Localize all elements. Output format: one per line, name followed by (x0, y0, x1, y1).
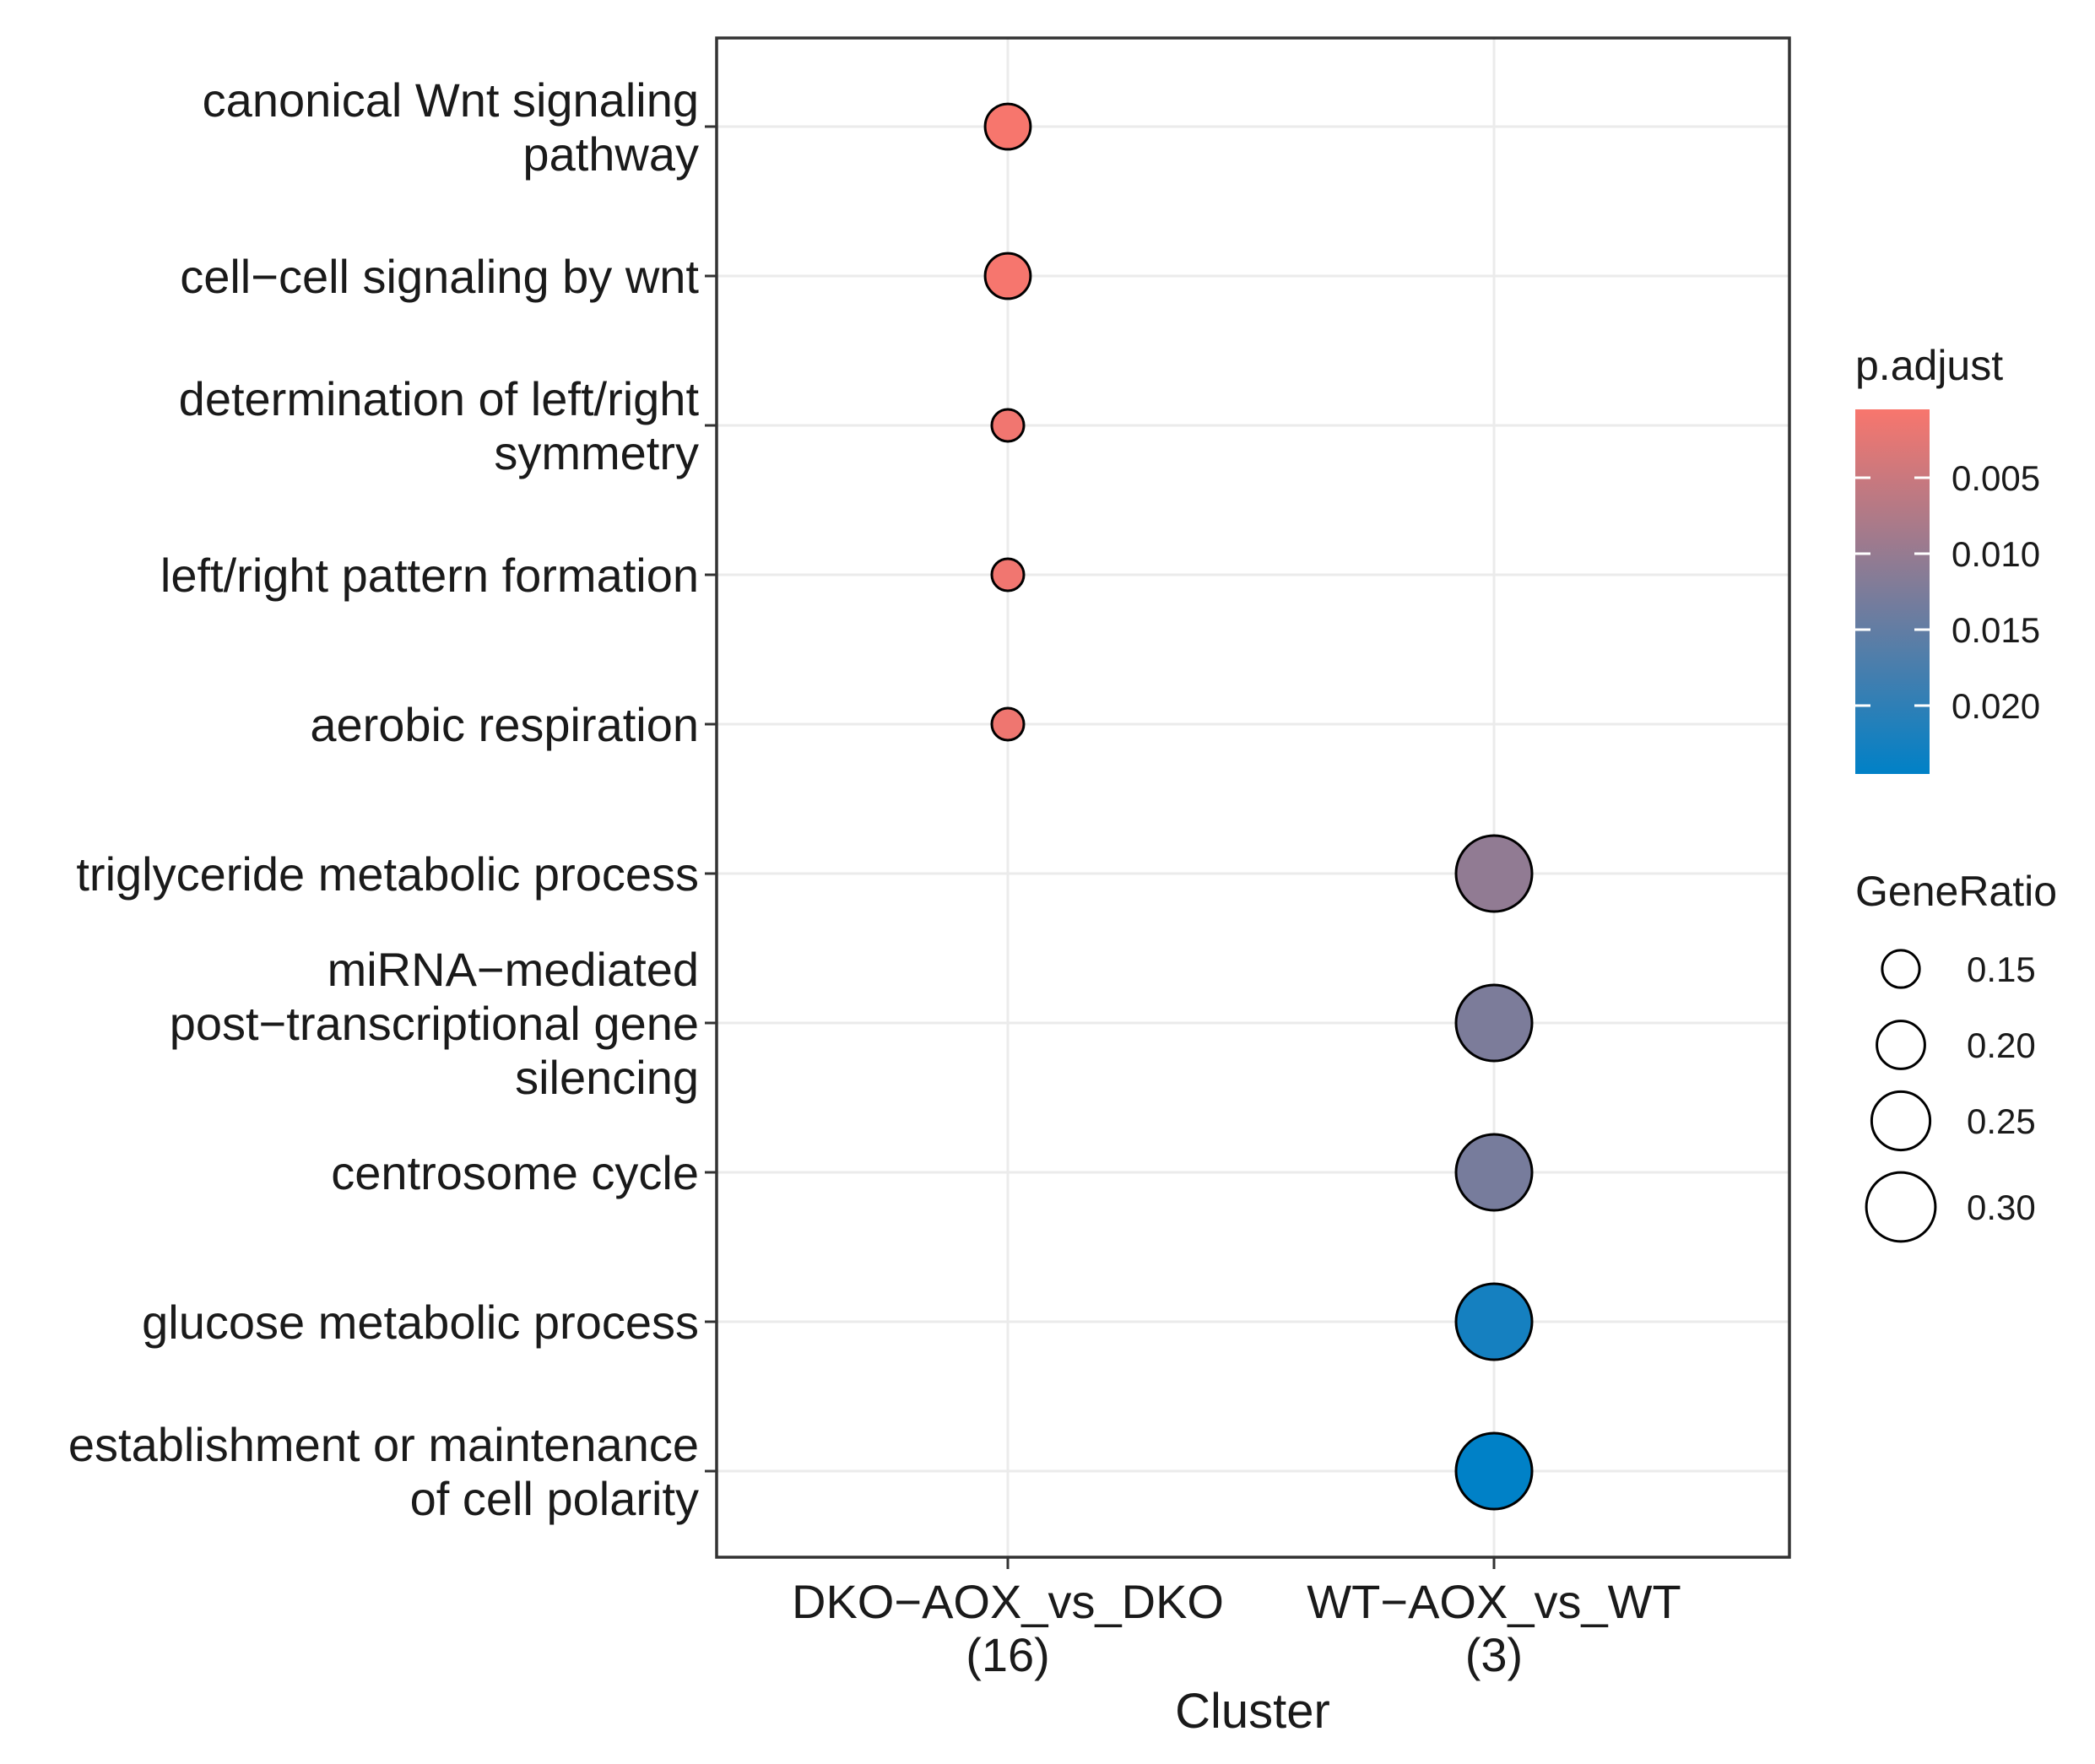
data-point (990, 557, 1026, 593)
colorbar-tick-label: 0.015 (1952, 610, 2040, 650)
y-tick-label-line: left/right pattern formation (160, 549, 699, 602)
data-point (983, 102, 1032, 151)
size-legend-title: GeneRatio (1855, 868, 2057, 915)
y-tick-label-line: establishment or maintenance (68, 1418, 699, 1471)
y-tick-label-line: silencing (515, 1051, 699, 1104)
y-tick-label: canonical Wnt signaling pathway (203, 73, 699, 181)
data-point (1454, 1431, 1534, 1511)
plot-panel-border (715, 36, 1791, 1559)
y-tick-label-line: determination of left/right (179, 372, 700, 425)
data-point (1454, 1282, 1534, 1361)
x-axis-title: Cluster (1175, 1684, 1330, 1739)
size-legend-label: 0.30 (1967, 1188, 2036, 1227)
y-tick-label: establishment or maintenance of cell pola… (68, 1418, 699, 1525)
data-point (1454, 983, 1534, 1063)
y-tick-label-line: of cell polarity (410, 1472, 699, 1525)
y-tick-label: determination of left/right symmetry (179, 372, 700, 479)
x-tick-label: WT−AOX_vs_WT (3) (1307, 1575, 1681, 1681)
y-tick-label: miRNA−mediated post−transcriptional gene s… (170, 943, 699, 1104)
data-point (990, 706, 1026, 742)
color-legend-colorbar (1855, 409, 1930, 774)
size-legend-keys: 0.15 0.20 0.25 0.30 (1865, 949, 2036, 1243)
x-tick-label-line: DKO−AOX_vs_DKO (792, 1575, 1224, 1628)
data-point (983, 252, 1032, 300)
y-tick-label-line: miRNA−mediated (328, 943, 699, 996)
x-tick-label-line: (3) (1465, 1628, 1523, 1681)
y-tick-label: glucose metabolic process (142, 1296, 699, 1349)
y-tick-label-line: pathway (522, 127, 699, 181)
y-tick-label-line: aerobic respiration (310, 698, 699, 751)
panel-gridlines (717, 38, 1789, 1557)
x-tick-label-line: (16) (966, 1628, 1050, 1681)
size-legend-circle (1876, 1020, 1926, 1070)
size-legend-label: 0.25 (1967, 1101, 2036, 1141)
y-tick-label: cell−cell signaling by wnt (180, 250, 699, 303)
size-legend-label: 0.15 (1967, 950, 2036, 989)
y-tick-label-line: centrosome cycle (331, 1146, 699, 1199)
size-legend-circle (1870, 1090, 1932, 1152)
data-point (990, 408, 1026, 443)
colorbar-tick-label: 0.010 (1952, 534, 2040, 574)
y-tick-label-line: triglyceride metabolic process (76, 847, 699, 901)
data-points (983, 102, 1534, 1511)
data-point (1454, 1133, 1534, 1212)
y-tick-label: triglyceride metabolic process (76, 847, 699, 901)
y-tick-label-line: symmetry (494, 426, 699, 479)
y-tick-label: left/right pattern formation (160, 549, 699, 602)
y-tick-label-line: glucose metabolic process (142, 1296, 699, 1349)
x-tick-label: DKO−AOX_vs_DKO (16) (792, 1575, 1224, 1681)
x-axis-tick-labels: DKO−AOX_vs_DKO (16) WT−AOX_vs_WT (3) (792, 1557, 1681, 1681)
y-axis-tick-labels: canonical Wnt signaling pathway cell−cell … (68, 73, 717, 1525)
y-tick-label-line: cell−cell signaling by wnt (180, 250, 699, 303)
size-legend-circle (1865, 1171, 1937, 1243)
y-tick-label: centrosome cycle (331, 1146, 699, 1199)
x-tick-label-line: WT−AOX_vs_WT (1307, 1575, 1681, 1628)
y-tick-label-line: post−transcriptional gene (170, 997, 699, 1050)
size-legend-circle (1881, 949, 1921, 989)
size-legend-label: 0.20 (1967, 1025, 2036, 1065)
colorbar-tick-label: 0.005 (1952, 458, 2040, 498)
color-legend-title: p.adjust (1855, 342, 2003, 389)
color-legend-ticks: 0.005 0.010 0.015 0.020 (1855, 458, 2040, 726)
colorbar-tick-label: 0.020 (1952, 686, 2040, 726)
data-point (1454, 834, 1534, 913)
y-tick-label-line: canonical Wnt signaling (203, 73, 699, 127)
y-tick-label: aerobic respiration (310, 698, 699, 751)
